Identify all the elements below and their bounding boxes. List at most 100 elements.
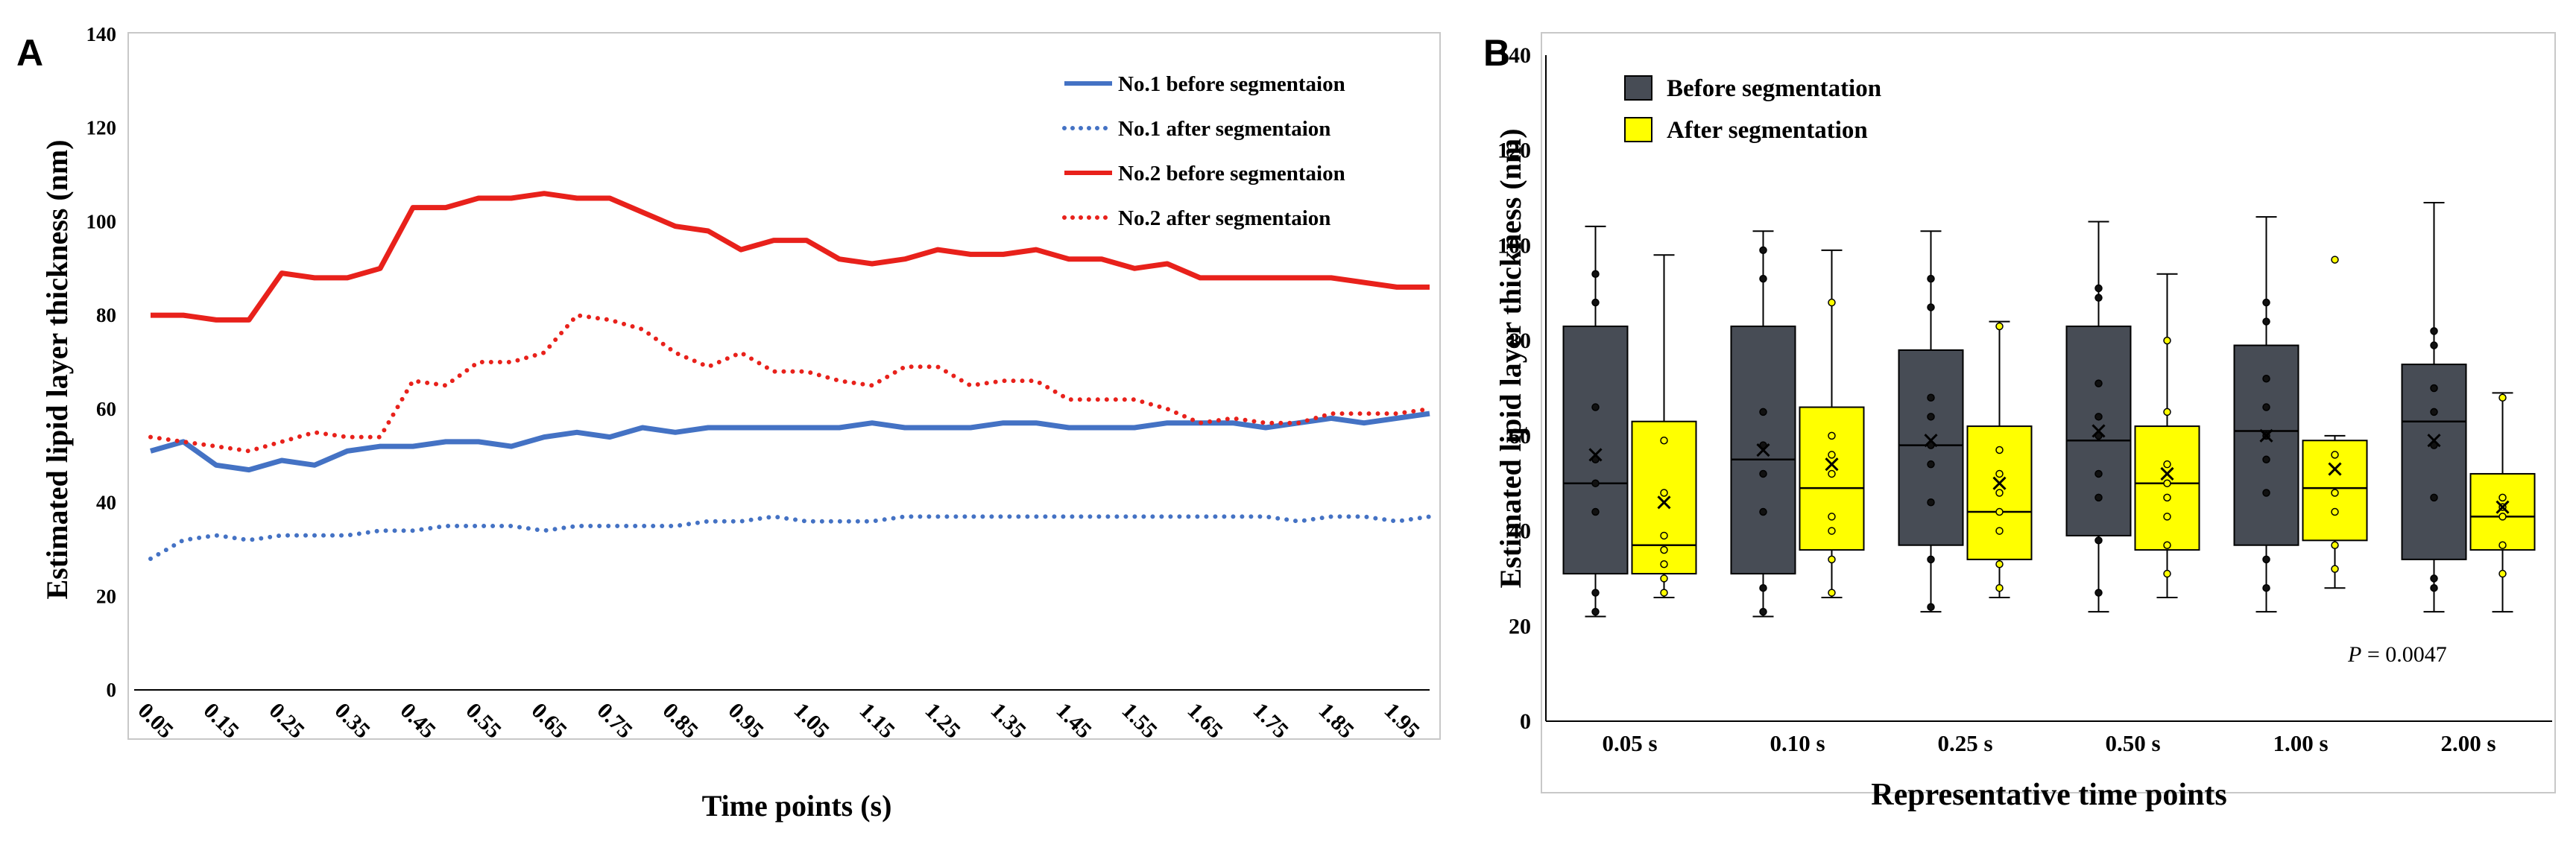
b-data-point	[2094, 469, 2103, 478]
b-data-point	[1995, 489, 2004, 497]
b-data-point	[2163, 513, 2171, 521]
panel-b-border	[1541, 32, 2556, 793]
b-data-point	[2163, 408, 2171, 416]
b-data-point	[1660, 574, 1668, 583]
b-y-tick-label: 0	[1520, 709, 1531, 734]
b-data-point	[2094, 413, 2103, 421]
b-data-point	[1759, 408, 1767, 416]
b-data-point	[1995, 322, 2004, 331]
panel-b-label: B	[1483, 32, 1510, 74]
b-x-tick-label: 2.00 s	[2440, 730, 2496, 756]
b-y-axis-title: Estimated lipid layer thickness (nm)	[1494, 128, 1527, 588]
b-mean-marker	[1657, 495, 1671, 510]
b-data-point	[1591, 298, 1600, 307]
b-data-point	[1759, 274, 1767, 283]
b-data-point	[2094, 493, 2103, 502]
b-data-point	[2094, 379, 2103, 387]
b-data-point	[2331, 565, 2339, 573]
a-series-line-3	[151, 191, 1430, 323]
b-data-point	[1759, 507, 1767, 516]
b-mean-marker	[2427, 434, 2441, 448]
b-data-point	[1759, 607, 1767, 616]
b-mean-marker	[2328, 462, 2342, 476]
b-data-point	[1591, 479, 1600, 487]
b-data-point	[1828, 527, 1836, 535]
p-value-text: = 0.0047	[2361, 642, 2446, 667]
p-value-annotation: P = 0.0047	[2347, 642, 2447, 667]
panel-b: B 0 20 40 60 80 100 120 140 0.05 s 0.10 s 0.25 s 0.…	[1483, 32, 2556, 812]
b-x-axis-title: Representative time points	[1871, 778, 2226, 812]
b-data-point	[2163, 569, 2171, 578]
b-box-after-5	[2302, 256, 2368, 589]
b-data-point	[1927, 460, 1935, 469]
a-legend-label-4: No.2 after segmentaion	[1118, 206, 1330, 230]
b-data-point	[2094, 284, 2103, 293]
a-legend-label-3: No.2 before segmentaion	[1118, 162, 1345, 186]
b-data-point	[1759, 583, 1767, 592]
a-y-tick-label: 0	[107, 679, 117, 701]
b-data-point	[1591, 607, 1600, 616]
b-data-point	[2498, 493, 2507, 502]
b-y-tick-label: 80	[1509, 329, 1531, 353]
b-legend-label-2: After segmentation	[1667, 117, 1868, 144]
b-x-tick-label: 0.05 s	[1602, 730, 1657, 756]
b-data-point	[1828, 555, 1836, 564]
b-data-point	[2163, 541, 2171, 549]
b-data-point	[2262, 555, 2270, 564]
panel-a-legend: No.1 before segmentaion No.1 after segmen…	[1062, 72, 1345, 230]
b-data-point	[2262, 455, 2270, 464]
b-data-point	[1927, 274, 1935, 283]
a-x-axis-title: Time points (s)	[702, 789, 892, 823]
b-x-tick-label: 0.10 s	[1770, 730, 1825, 756]
b-data-point	[2331, 256, 2339, 264]
b-box-after-4	[2134, 273, 2200, 598]
panel-a-label: A	[16, 32, 43, 74]
b-box-after-6	[2469, 392, 2536, 613]
b-data-point	[1995, 507, 2004, 516]
b-data-point	[1927, 393, 1935, 402]
b-y-tick-label: 40	[1509, 519, 1531, 544]
panel-a-border	[127, 32, 1441, 740]
b-data-point	[2262, 298, 2270, 307]
b-box-before-2	[1730, 230, 1796, 618]
a-series-line-4	[148, 313, 1432, 454]
b-data-point	[2262, 489, 2270, 497]
b-data-point	[1660, 545, 1668, 554]
b-data-point	[2498, 541, 2507, 549]
b-data-point	[2163, 460, 2171, 469]
b-box-before-5	[2233, 216, 2299, 613]
b-data-point	[2430, 384, 2438, 393]
b-box-iqr	[2469, 472, 2536, 551]
a-legend-label-1: No.1 before segmentaion	[1118, 72, 1345, 96]
b-data-point	[2430, 493, 2438, 502]
b-data-point	[1591, 507, 1600, 516]
b-data-point	[2262, 583, 2270, 592]
a-y-tick-label: 20	[96, 585, 116, 607]
panel-b-boxes	[1562, 201, 2536, 618]
b-box-iqr	[2401, 364, 2467, 560]
panel-b-axes: 0 20 40 60 80 100 120 140 0.05 s 0.10 s 0.25 s 0.50…	[1494, 43, 2552, 812]
b-legend-label-1: Before segmentation	[1667, 75, 1881, 102]
b-legend-swatch-2	[1624, 117, 1652, 142]
b-box-before-4	[2065, 221, 2132, 613]
b-data-point	[1828, 589, 1836, 597]
b-data-point	[2498, 393, 2507, 402]
a-legend-label-2: No.1 after segmentaion	[1118, 117, 1330, 141]
b-data-point	[2430, 327, 2438, 335]
b-data-point	[1995, 583, 2004, 592]
b-data-point	[1927, 555, 1935, 564]
b-y-tick-label: 20	[1509, 614, 1531, 638]
b-data-point	[2331, 507, 2339, 516]
b-x-tick-label: 1.00 s	[2273, 730, 2328, 756]
b-y-tick-label: 60	[1509, 424, 1531, 449]
a-series-line-2	[148, 514, 1432, 561]
b-data-point	[2430, 583, 2438, 592]
a-y-tick-label: 120	[86, 117, 117, 139]
b-data-point	[1591, 589, 1600, 597]
b-data-point	[2163, 479, 2171, 487]
a-y-tick-label: 40	[96, 492, 116, 514]
b-data-point	[2094, 294, 2103, 302]
a-y-tick-label: 140	[86, 23, 117, 45]
b-mean-marker	[1588, 448, 1603, 462]
b-data-point	[2262, 374, 2270, 383]
